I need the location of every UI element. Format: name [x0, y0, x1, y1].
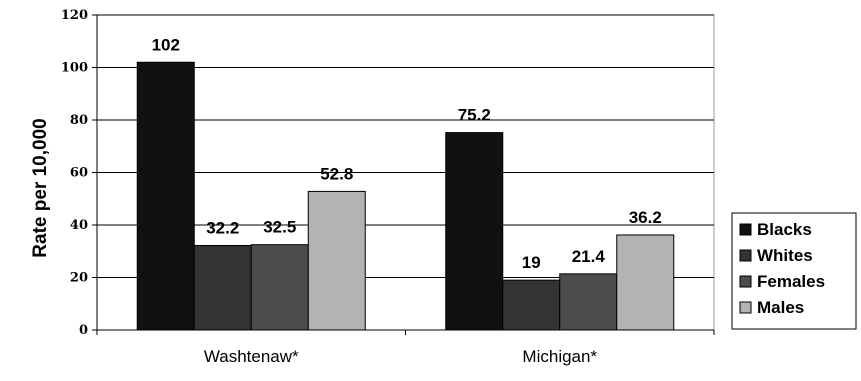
data-label: 21.4: [572, 247, 606, 266]
bar-males-0: [307, 190, 366, 331]
legend-box: [731, 212, 857, 330]
bar-blacks-0: [136, 61, 195, 331]
data-label: 75.2: [458, 106, 491, 125]
bar-whites-1: [502, 279, 561, 331]
y-tick-label: 100: [61, 61, 88, 76]
legend-swatch-males: [739, 301, 752, 314]
legend-swatch-females: [739, 275, 752, 288]
bar-whites-0: [193, 244, 252, 331]
data-label: 32.5: [263, 218, 296, 237]
y-tick-label: 0: [79, 323, 88, 338]
bar-females-0: [250, 244, 309, 331]
y-tick-label: 20: [70, 271, 88, 286]
bar-blacks-1: [445, 132, 504, 331]
bar-females-1: [559, 273, 618, 331]
x-category-label: Washtenaw*: [204, 347, 299, 366]
legend: Blacks Whites Females Males: [731, 212, 857, 330]
legend-label-females: Females: [757, 272, 825, 291]
data-label: 19: [522, 253, 541, 272]
bar-males-1: [616, 234, 675, 331]
data-label: 102: [152, 35, 180, 54]
legend-swatch-blacks: [739, 223, 752, 236]
y-tick-label: 120: [61, 8, 88, 23]
y-tick-label: 40: [70, 218, 88, 233]
data-label: 32.2: [206, 218, 239, 237]
legend-label-whites: Whites: [757, 246, 813, 265]
y-axis-label: Rate per 10,000: [30, 118, 51, 257]
y-tick-label: 80: [70, 113, 88, 128]
legend-label-blacks: Blacks: [757, 220, 812, 239]
legend-swatch-whites: [739, 249, 752, 262]
data-label: 36.2: [629, 208, 662, 227]
y-tick-label: 60: [70, 166, 88, 181]
data-label: 52.8: [320, 164, 353, 183]
legend-label-males: Males: [757, 298, 804, 317]
x-category-label: Michigan*: [522, 347, 597, 366]
